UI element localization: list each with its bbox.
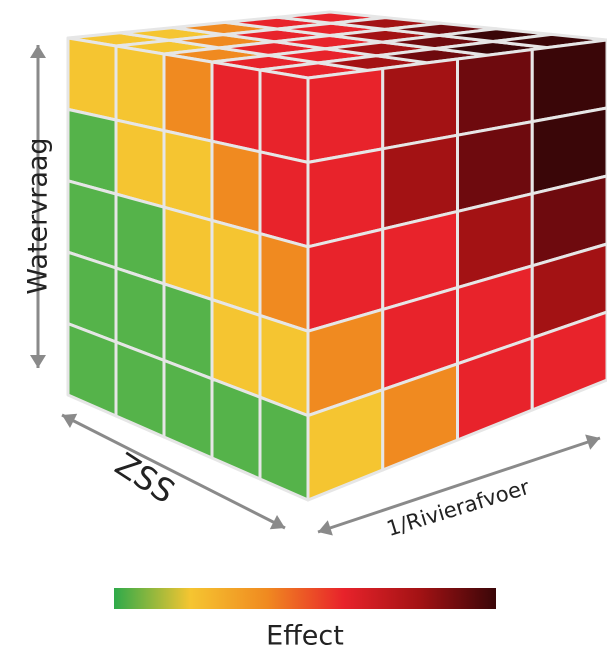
front-face-cell (210, 60, 262, 154)
front-face-cell (210, 377, 262, 481)
right-face-cell (381, 57, 459, 151)
zss-arrow (61, 413, 286, 530)
right-face-cell (306, 67, 385, 164)
right-face-cell (530, 106, 607, 196)
front-face-cell (258, 68, 310, 164)
front-face-cell (66, 36, 118, 122)
watervraag-arrow (30, 45, 46, 368)
front-face-cell (162, 358, 214, 460)
right-face (306, 38, 607, 502)
effect-legend-label: Effect (266, 620, 344, 652)
front-face (66, 36, 310, 502)
effect-colorbar (114, 588, 496, 609)
front-face-cell (162, 129, 214, 222)
top-face (66, 10, 607, 80)
front-face-cell (210, 139, 262, 236)
right-face-cell (530, 174, 607, 268)
right-face-cell (530, 38, 607, 124)
rivierafvoer-arrow (317, 434, 601, 536)
axis-arrows (30, 45, 601, 536)
front-face-cell (162, 52, 214, 143)
front-face-cell (258, 150, 310, 249)
top-face-cell (491, 32, 607, 50)
front-face-cell (258, 395, 310, 502)
right-face-cell (530, 242, 607, 340)
front-face-cell (114, 340, 166, 439)
front-face-cell (114, 44, 166, 133)
right-face-cell (530, 310, 607, 412)
front-face-cell (114, 118, 166, 209)
watervraag-axis-label: Watervraag (22, 137, 54, 295)
